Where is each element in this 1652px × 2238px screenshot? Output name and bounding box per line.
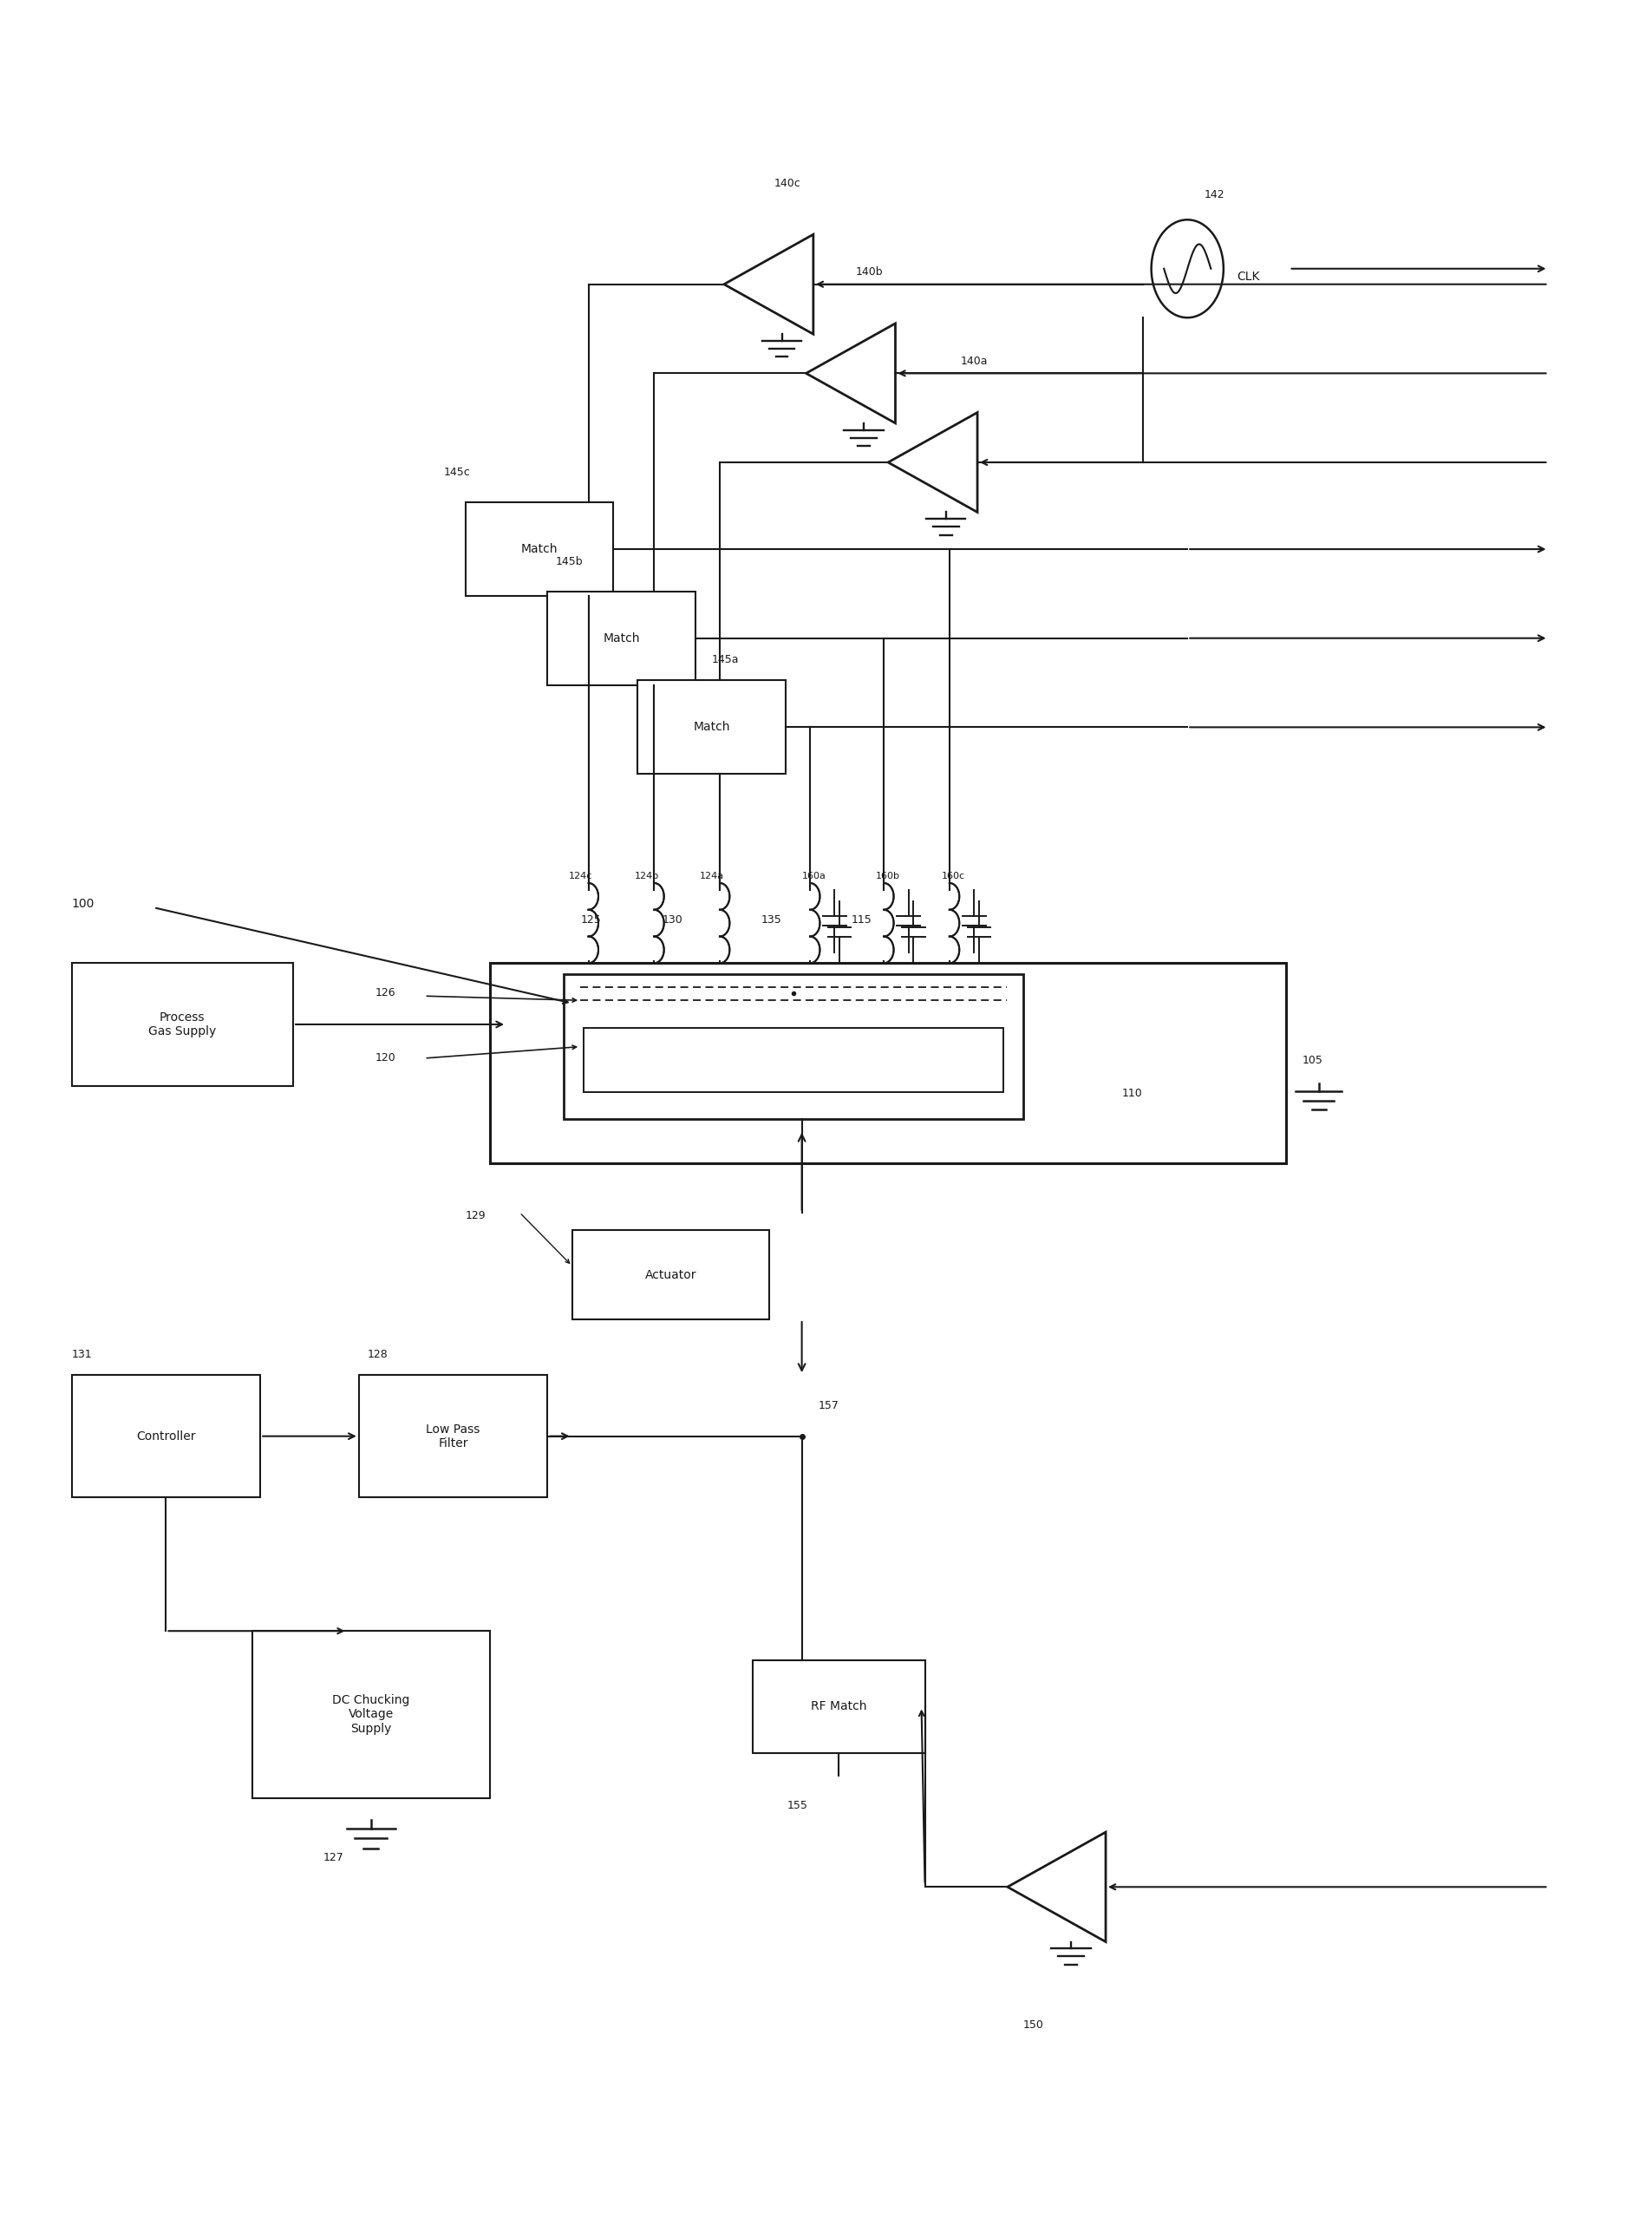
Bar — [563, 974, 1023, 1119]
Bar — [638, 680, 785, 774]
Text: 105: 105 — [1302, 1054, 1322, 1065]
Text: Match: Match — [520, 544, 557, 555]
Polygon shape — [806, 325, 895, 423]
Text: 110: 110 — [1122, 1088, 1142, 1099]
Bar — [358, 1374, 547, 1497]
Text: 140b: 140b — [856, 266, 882, 278]
Text: 129: 129 — [466, 1211, 486, 1222]
Text: 124c: 124c — [568, 871, 593, 880]
Text: 150: 150 — [1023, 2019, 1044, 2030]
Bar — [547, 591, 695, 685]
Text: Process
Gas Supply: Process Gas Supply — [149, 1012, 216, 1038]
Polygon shape — [887, 412, 976, 513]
Text: DC Chucking
Voltage
Supply: DC Chucking Voltage Supply — [332, 1694, 410, 1734]
Text: CLK: CLK — [1236, 271, 1259, 282]
Text: 160a: 160a — [801, 871, 826, 880]
Text: 124b: 124b — [634, 871, 659, 880]
Bar — [71, 962, 292, 1085]
Text: 145a: 145a — [712, 653, 738, 665]
Polygon shape — [724, 235, 813, 333]
Text: 115: 115 — [851, 915, 871, 927]
Bar — [466, 501, 613, 595]
Text: 125: 125 — [580, 915, 601, 927]
Polygon shape — [1008, 1833, 1105, 1943]
Text: 130: 130 — [662, 915, 682, 927]
Text: 131: 131 — [71, 1350, 93, 1361]
Text: 127: 127 — [324, 1851, 344, 1862]
Text: 124a: 124a — [700, 871, 724, 880]
Text: 157: 157 — [818, 1399, 839, 1410]
Text: 126: 126 — [375, 987, 395, 998]
Text: Match: Match — [603, 631, 639, 645]
Text: 140c: 140c — [773, 177, 800, 188]
Bar — [253, 1632, 489, 1797]
Circle shape — [1151, 219, 1222, 318]
Text: 100: 100 — [71, 897, 94, 911]
Text: 145b: 145b — [555, 555, 583, 568]
Text: Controller: Controller — [135, 1430, 195, 1441]
Bar — [583, 1027, 1003, 1092]
Bar — [572, 1231, 768, 1320]
Text: 155: 155 — [786, 1799, 808, 1811]
Bar — [489, 962, 1285, 1164]
Text: 160b: 160b — [876, 871, 899, 880]
Text: 135: 135 — [760, 915, 781, 927]
Text: Match: Match — [692, 721, 730, 734]
Text: 120: 120 — [375, 1052, 395, 1063]
Text: 160c: 160c — [940, 871, 965, 880]
Text: 140a: 140a — [960, 356, 988, 367]
Text: 142: 142 — [1203, 188, 1224, 199]
Text: RF Match: RF Match — [811, 1701, 866, 1712]
Text: Actuator: Actuator — [644, 1269, 695, 1280]
Bar — [752, 1661, 925, 1752]
Text: 145c: 145c — [444, 468, 471, 479]
Bar — [71, 1374, 261, 1497]
Text: Low Pass
Filter: Low Pass Filter — [426, 1423, 481, 1450]
Text: 128: 128 — [367, 1350, 388, 1361]
